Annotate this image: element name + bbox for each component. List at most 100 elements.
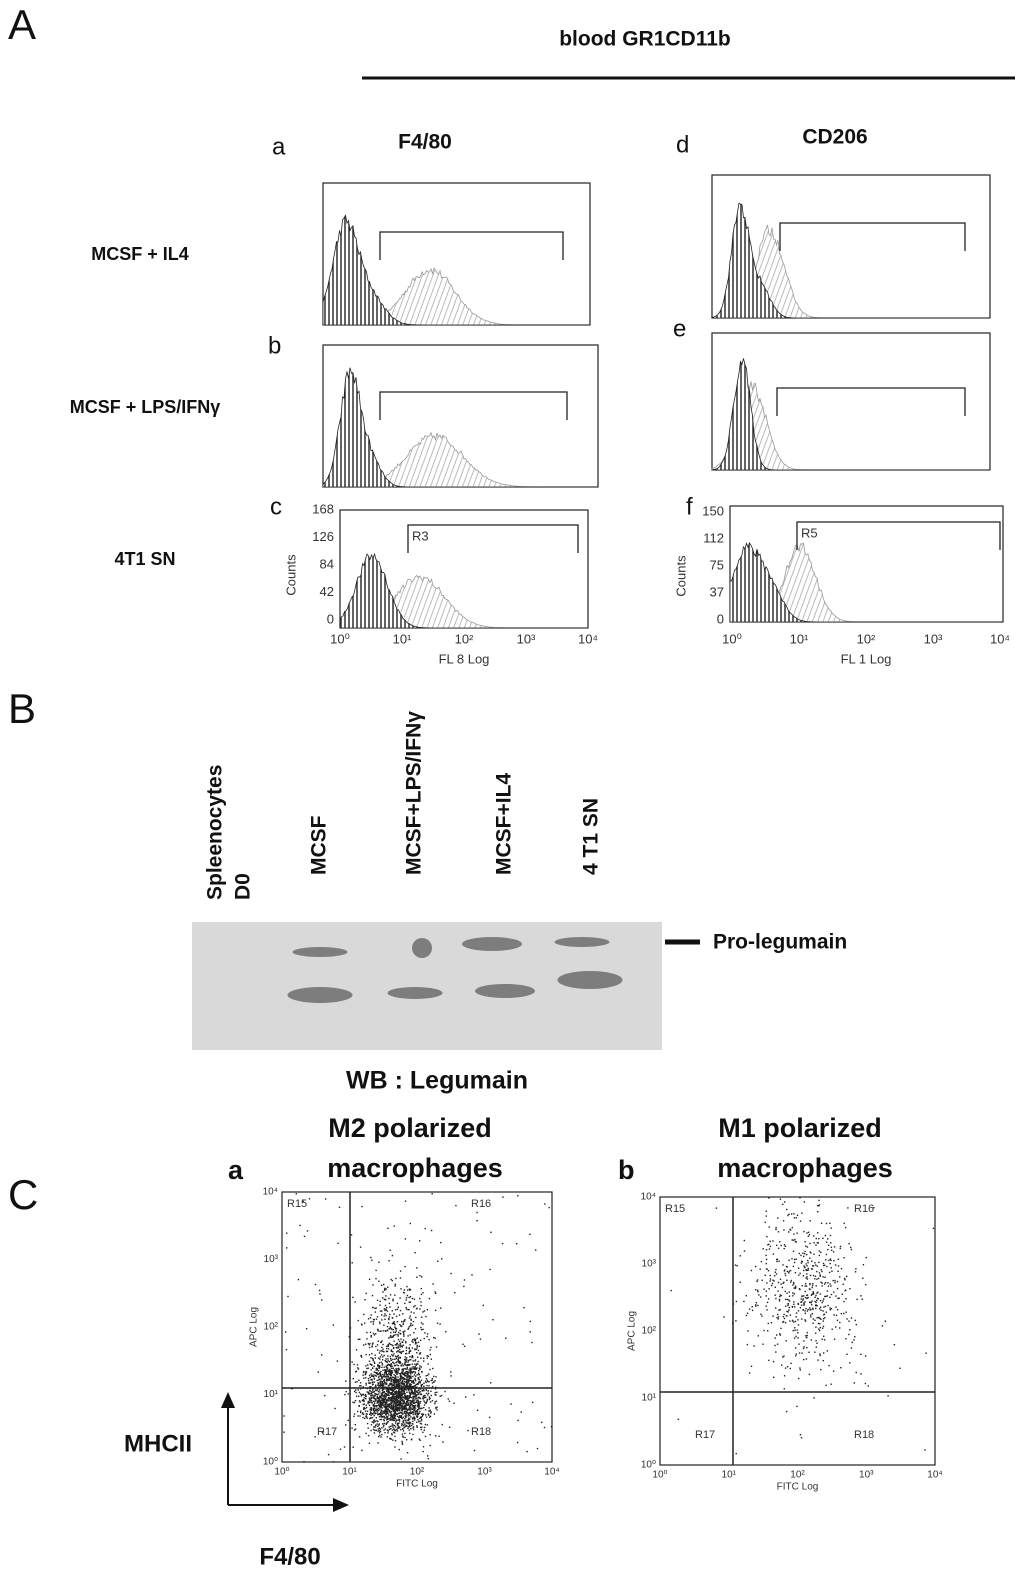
event-dot <box>418 1408 420 1410</box>
event-dot <box>367 1364 369 1366</box>
event-dot <box>763 1329 765 1332</box>
event-dot <box>790 1362 792 1365</box>
event-dot <box>796 1405 798 1408</box>
event-dot <box>795 1258 797 1260</box>
x-tick-label: 10¹ <box>393 631 412 646</box>
event-dot <box>434 1402 436 1405</box>
event-dot <box>385 1400 388 1402</box>
event-dot <box>399 1346 401 1348</box>
event-dot <box>399 1426 401 1429</box>
event-dot <box>386 1436 388 1438</box>
event-dot <box>427 1394 429 1396</box>
event-dot <box>345 1424 347 1426</box>
event-dot <box>404 1425 406 1428</box>
event-dot <box>379 1391 381 1393</box>
y-tick-label: 0 <box>327 611 334 626</box>
event-dot <box>816 1305 818 1307</box>
event-dot <box>430 1379 432 1382</box>
event-dot <box>793 1301 795 1303</box>
event-dot <box>403 1393 405 1395</box>
event-dot <box>379 1330 381 1332</box>
event-dot <box>399 1375 402 1377</box>
event-dot <box>362 1412 364 1414</box>
event-dot <box>505 1337 507 1339</box>
event-dot <box>398 1348 401 1351</box>
event-dot <box>415 1410 417 1413</box>
event-dot <box>391 1310 393 1312</box>
event-dot <box>398 1426 400 1428</box>
event-dot <box>411 1381 413 1383</box>
event-dot <box>791 1239 793 1241</box>
event-dot <box>405 1359 408 1361</box>
event-dot <box>374 1354 376 1356</box>
event-dot <box>354 1381 357 1383</box>
event-dot <box>436 1409 438 1411</box>
event-dot <box>779 1241 781 1243</box>
event-dot <box>383 1422 385 1425</box>
event-dot <box>401 1351 403 1353</box>
event-dot <box>359 1401 361 1403</box>
event-dot <box>793 1213 795 1215</box>
event-dot <box>529 1331 531 1333</box>
event-dot <box>396 1373 398 1376</box>
event-dot <box>414 1410 416 1413</box>
event-dot <box>422 1398 424 1400</box>
event-dot <box>295 1193 297 1195</box>
event-dot <box>835 1314 838 1317</box>
event-dot <box>396 1399 398 1401</box>
event-dot <box>407 1361 409 1363</box>
event-dot <box>774 1271 776 1273</box>
event-dot <box>394 1415 397 1417</box>
event-dot <box>385 1388 387 1390</box>
event-dot <box>418 1407 420 1409</box>
event-dot <box>388 1360 391 1363</box>
lane-label: Spleenocytes <box>204 765 227 900</box>
event-dot <box>425 1401 428 1403</box>
event-dot <box>412 1407 414 1409</box>
event-dot <box>386 1368 388 1370</box>
event-dot <box>390 1401 392 1404</box>
event-dot <box>378 1424 380 1426</box>
event-dot <box>406 1412 408 1414</box>
event-dot <box>351 1361 353 1363</box>
gate-label: R5 <box>801 525 818 540</box>
event-dot <box>371 1357 374 1360</box>
row-label: MCSF + IL4 <box>91 244 189 264</box>
event-dot <box>784 1322 787 1324</box>
event-dot <box>389 1368 391 1371</box>
event-dot <box>792 1281 795 1284</box>
event-dot <box>409 1377 411 1379</box>
event-dot <box>806 1294 808 1297</box>
event-dot <box>413 1379 415 1382</box>
event-dot <box>932 1227 935 1229</box>
event-dot <box>400 1385 403 1388</box>
event-dot <box>823 1352 825 1354</box>
event-dot <box>409 1222 411 1225</box>
event-dot <box>403 1404 406 1407</box>
subpanel-letter: e <box>673 315 686 342</box>
event-dot <box>419 1368 421 1371</box>
gate <box>379 231 564 260</box>
plot-title: macrophages <box>717 1153 893 1183</box>
event-dot <box>426 1357 429 1359</box>
event-dot <box>802 1252 804 1254</box>
event-dot <box>393 1389 395 1391</box>
event-dot <box>396 1321 399 1323</box>
region-label: R17 <box>317 1426 337 1438</box>
event-dot <box>409 1350 412 1352</box>
event-dot <box>415 1398 417 1400</box>
event-dot <box>765 1262 767 1265</box>
event-dot <box>803 1230 805 1233</box>
event-dot <box>420 1420 422 1422</box>
event-dot <box>287 1295 289 1298</box>
event-dot <box>822 1320 824 1322</box>
event-dot <box>392 1336 394 1338</box>
event-dot <box>374 1413 376 1415</box>
event-dot <box>419 1422 422 1425</box>
event-dot <box>403 1406 406 1409</box>
event-dot <box>389 1405 391 1407</box>
event-dot <box>385 1308 387 1310</box>
event-dot <box>802 1299 804 1301</box>
event-dot <box>410 1428 412 1430</box>
event-dot <box>358 1379 360 1381</box>
